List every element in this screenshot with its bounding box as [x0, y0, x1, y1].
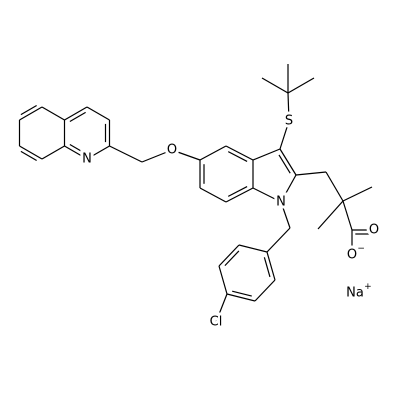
- atom-label: O: [369, 223, 379, 238]
- charge: −: [357, 244, 365, 254]
- bond: [64, 106, 88, 121]
- bond: [252, 148, 281, 161]
- bond: [218, 244, 240, 267]
- bond: [69, 143, 86, 155]
- bond: [20, 104, 37, 116]
- atom-label: Na: [346, 286, 364, 301]
- atom-label: N: [82, 152, 92, 167]
- bond: [232, 290, 252, 297]
- bond: [317, 200, 344, 230]
- bond: [227, 151, 248, 162]
- bond: [226, 293, 256, 302]
- bond: [41, 106, 65, 121]
- bond: [225, 187, 254, 203]
- bond: [227, 186, 248, 197]
- bond: [325, 171, 344, 202]
- bond: [279, 148, 297, 176]
- bond: [261, 77, 289, 94]
- bond: [278, 154, 291, 174]
- bond: [287, 77, 315, 94]
- atom-label: S: [285, 114, 293, 129]
- bond: [86, 145, 110, 160]
- bond: [254, 279, 276, 302]
- atom-label: Cl: [210, 315, 223, 330]
- bond: [279, 120, 290, 150]
- bond: [280, 201, 291, 229]
- atom-label: N: [276, 195, 286, 210]
- bond: [342, 186, 373, 202]
- bond: [266, 227, 291, 253]
- bond: [342, 200, 353, 231]
- bond: [69, 111, 86, 123]
- bond: [86, 106, 110, 121]
- atom-label: O: [167, 143, 177, 158]
- bond: [19, 106, 43, 121]
- bond: [109, 145, 143, 163]
- bond: [238, 244, 268, 253]
- bond: [20, 150, 37, 162]
- bond: [218, 265, 228, 295]
- bond: [41, 145, 65, 160]
- bond: [141, 149, 173, 163]
- bond: [224, 250, 240, 267]
- bond: [199, 187, 227, 203]
- bond: [287, 92, 290, 122]
- bond: [215, 293, 228, 323]
- atom-label: O: [347, 248, 357, 263]
- bond: [280, 174, 297, 203]
- bond: [266, 251, 276, 281]
- bond: [64, 145, 88, 160]
- charge: +: [364, 282, 372, 292]
- bond: [252, 187, 282, 203]
- bond: [295, 171, 327, 176]
- bond: [171, 149, 201, 161]
- bond: [19, 145, 43, 160]
- bond: [199, 145, 227, 161]
- bond: [263, 257, 271, 278]
- bond: [225, 145, 254, 161]
